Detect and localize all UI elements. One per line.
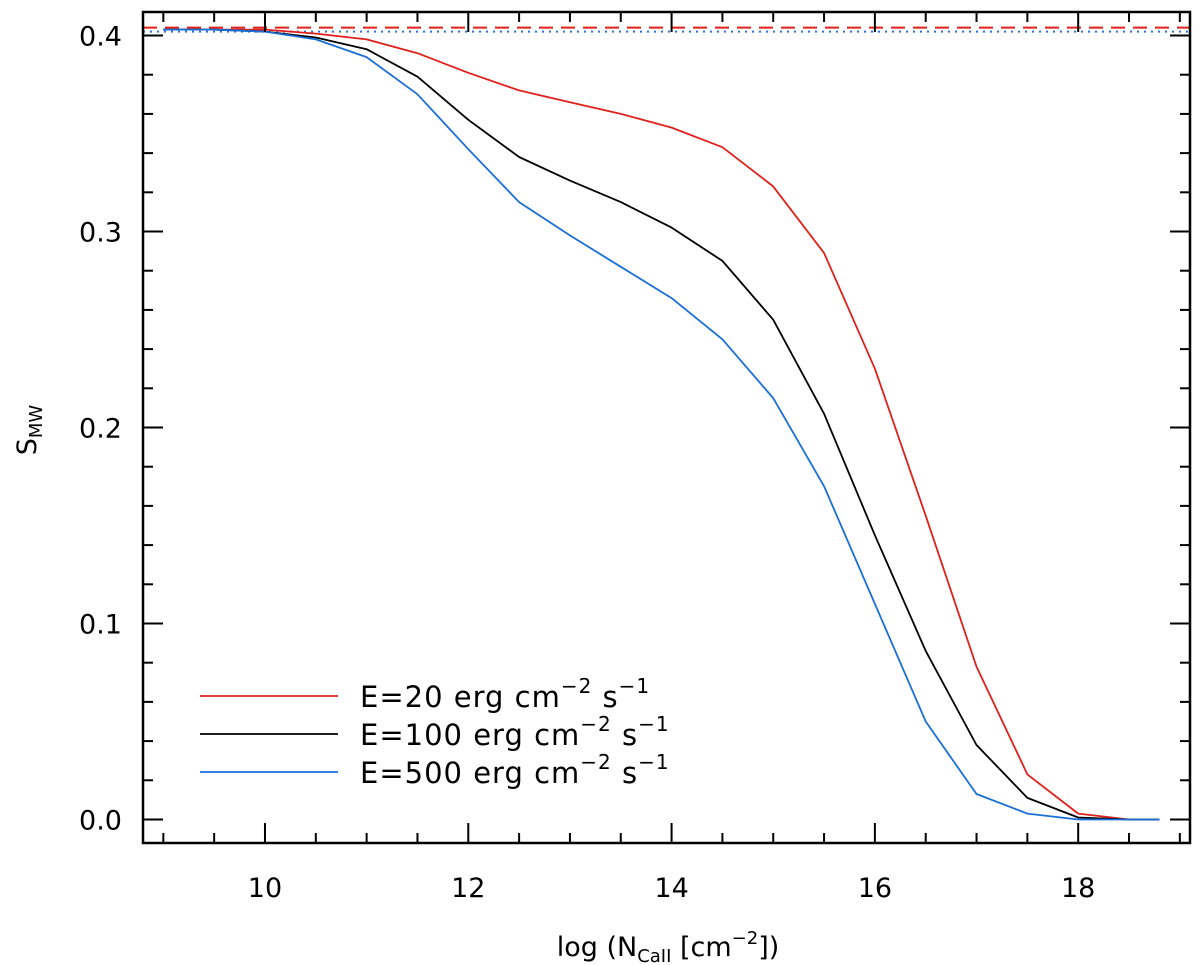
- y-tick-label: 0.3: [79, 218, 122, 249]
- x-tick-label: 12: [451, 873, 485, 904]
- legend-label-part: −1: [638, 750, 669, 774]
- x-axis-label-prefix: log (N: [557, 932, 637, 963]
- x-axis-label-mid: [cm: [671, 932, 731, 963]
- legend-label-part: −1: [638, 712, 669, 736]
- legend-label-part: s: [612, 718, 638, 752]
- tick-labels: 10 12 14 16 18 0.0 0.1 0.2 0.3 0.4: [79, 22, 1095, 904]
- x-tick-label: 10: [248, 873, 282, 904]
- legend-label-part: −2: [580, 712, 611, 736]
- x-tick-label: 16: [858, 873, 892, 904]
- y-tick-label: 0.4: [79, 22, 122, 53]
- y-axis-label: SMW: [12, 405, 47, 456]
- x-axis-label-sub: CaII: [637, 946, 671, 965]
- x-axis-label-suffix: ]): [758, 932, 779, 963]
- plot-frame: [141, 10, 1192, 845]
- x-tick-label: 18: [1061, 873, 1095, 904]
- series-line-e20: [163, 28, 1160, 821]
- y-tick-label: 0.1: [79, 609, 122, 640]
- legend-label-part: −2: [561, 674, 592, 698]
- legend: E=20 erg cm−2 s−1E=100 erg cm−2 s−1E=500…: [200, 674, 670, 790]
- x-tick-label: 14: [654, 873, 688, 904]
- legend-label-part: s: [612, 756, 638, 790]
- legend-label-part: E=100 erg cm: [360, 718, 580, 752]
- legend-label-e20: E=20 erg cm−2 s−1: [360, 674, 650, 714]
- y-tick-label: 0.2: [79, 414, 122, 445]
- legend-label-part: −1: [619, 674, 650, 698]
- reference-lines: [143, 26, 1190, 33]
- legend-label-part: E=20 erg cm: [360, 680, 561, 714]
- series-line-e500: [163, 28, 1160, 821]
- y-axis-label-base: S: [12, 438, 43, 455]
- x-axis-label: log (NCaII [cm−2]): [557, 928, 780, 965]
- series-line-e100: [163, 28, 1160, 821]
- series-lines: [163, 28, 1160, 821]
- axis-ticks: [143, 12, 1190, 843]
- y-axis-label-sub: MW: [26, 405, 47, 439]
- x-axis-label-sup: −2: [732, 928, 759, 949]
- legend-label-e500: E=500 erg cm−2 s−1: [360, 750, 670, 790]
- legend-label-e100: E=100 erg cm−2 s−1: [360, 712, 670, 752]
- legend-label-part: s: [592, 680, 618, 714]
- legend-label-part: E=500 erg cm: [360, 756, 580, 790]
- legend-label-part: −2: [580, 750, 611, 774]
- y-tick-label: 0.0: [79, 805, 122, 836]
